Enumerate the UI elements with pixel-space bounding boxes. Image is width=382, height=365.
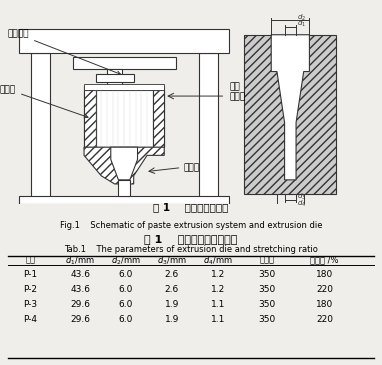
Text: $d_3$/mm: $d_3$/mm <box>157 254 187 266</box>
Text: 350: 350 <box>259 285 276 294</box>
Text: 1.1: 1.1 <box>210 315 225 324</box>
Bar <box>96 74 134 82</box>
Text: $d_1$/mm: $d_1$/mm <box>65 254 95 266</box>
Text: 1.9: 1.9 <box>165 315 179 324</box>
Polygon shape <box>271 35 309 180</box>
Bar <box>118 180 130 196</box>
Text: 拉伸比 /%: 拉伸比 /% <box>311 256 339 265</box>
Text: P-1: P-1 <box>24 270 37 279</box>
Text: 29.6: 29.6 <box>70 300 90 309</box>
Bar <box>199 53 218 200</box>
Text: 压缩比: 压缩比 <box>260 256 275 265</box>
Bar <box>19 28 229 53</box>
Text: 350: 350 <box>259 300 276 309</box>
Polygon shape <box>84 147 164 184</box>
Text: $d_4$/mm: $d_4$/mm <box>203 254 233 266</box>
Text: 43.6: 43.6 <box>70 270 90 279</box>
Text: 180: 180 <box>316 270 333 279</box>
Text: 还原区: 还原区 <box>0 85 88 118</box>
Polygon shape <box>111 147 138 180</box>
Text: 6.0: 6.0 <box>119 285 133 294</box>
Text: P-4: P-4 <box>24 315 37 324</box>
Text: 1.2: 1.2 <box>210 285 225 294</box>
Text: Fig.1    Schematic of paste extrusion system and extrusion die: Fig.1 Schematic of paste extrusion syste… <box>60 221 322 230</box>
Bar <box>96 90 153 147</box>
Text: P-2: P-2 <box>24 285 37 294</box>
Text: 2.6: 2.6 <box>165 270 179 279</box>
Bar <box>107 69 122 98</box>
Text: Tab.1    The parameters of extrusion die and stretching ratio: Tab.1 The parameters of extrusion die an… <box>64 245 318 254</box>
Text: 6.0: 6.0 <box>119 300 133 309</box>
Text: 图 1    推压机和挤出头: 图 1 推压机和挤出头 <box>153 202 229 212</box>
Text: 220: 220 <box>316 285 333 294</box>
Text: $d_2$/mm: $d_2$/mm <box>111 254 141 266</box>
Bar <box>73 57 176 69</box>
Text: 6.0: 6.0 <box>119 270 133 279</box>
Text: 2.6: 2.6 <box>165 285 179 294</box>
Text: 1.1: 1.1 <box>210 300 225 309</box>
Text: 350: 350 <box>259 315 276 324</box>
Text: 扩展区: 扩展区 <box>183 163 199 172</box>
Text: $d_4$: $d_4$ <box>297 199 306 209</box>
Bar <box>31 53 50 200</box>
Text: 表 1    挤出头参数和拉伸比: 表 1 挤出头参数和拉伸比 <box>144 234 238 244</box>
Text: 推压活塞: 推压活塞 <box>8 30 121 74</box>
Text: $d_1$: $d_1$ <box>297 19 306 29</box>
Text: 1.2: 1.2 <box>210 270 225 279</box>
Text: 180: 180 <box>316 300 333 309</box>
Text: 350: 350 <box>259 270 276 279</box>
Text: 1.9: 1.9 <box>165 300 179 309</box>
Text: $d_3$: $d_3$ <box>297 192 306 203</box>
Text: 6.0: 6.0 <box>119 315 133 324</box>
Text: 220: 220 <box>316 315 333 324</box>
Text: 压力
传感器: 压力 传感器 <box>229 82 245 102</box>
Text: 膜丝: 膜丝 <box>26 256 36 265</box>
Text: P-3: P-3 <box>24 300 37 309</box>
Text: 29.6: 29.6 <box>70 315 90 324</box>
Text: 43.6: 43.6 <box>70 285 90 294</box>
Text: $d_2$: $d_2$ <box>297 12 306 23</box>
Bar <box>153 90 164 147</box>
Bar <box>84 86 164 147</box>
Bar <box>84 84 164 90</box>
Bar <box>84 90 96 147</box>
Bar <box>19 196 229 204</box>
Bar <box>244 35 336 194</box>
